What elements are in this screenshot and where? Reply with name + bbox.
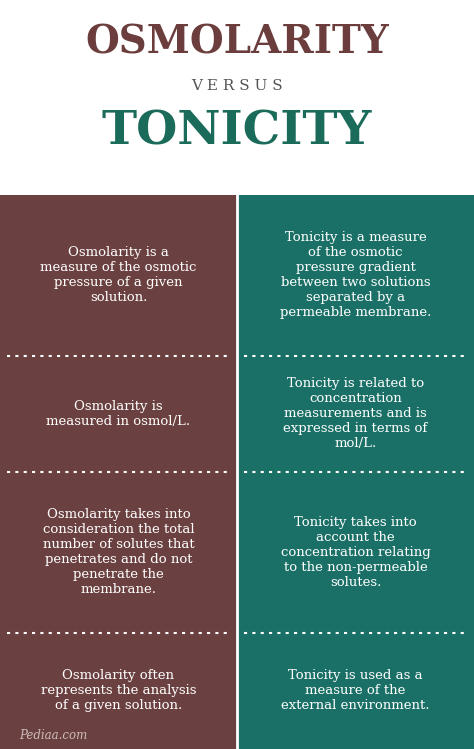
Text: Osmolarity takes into
consideration the total
number of solutes that
penetrates : Osmolarity takes into consideration the … bbox=[43, 509, 194, 596]
Bar bbox=[237, 472, 474, 633]
Bar bbox=[237, 195, 474, 356]
Bar bbox=[0, 356, 237, 472]
Text: OSMOLARITY: OSMOLARITY bbox=[85, 24, 389, 62]
Bar bbox=[0, 633, 237, 749]
Text: Osmolarity is a
measure of the osmotic
pressure of a given
solution.: Osmolarity is a measure of the osmotic p… bbox=[40, 246, 197, 304]
Text: Tonicity takes into
account the
concentration relating
to the non-permeable
solu: Tonicity takes into account the concentr… bbox=[281, 516, 430, 589]
Bar bbox=[0, 195, 237, 356]
Bar bbox=[237, 356, 474, 472]
Bar bbox=[237, 633, 474, 749]
Text: Tonicity is a measure
of the osmotic
pressure gradient
between two solutions
sep: Tonicity is a measure of the osmotic pre… bbox=[280, 231, 431, 319]
Bar bbox=[0, 472, 237, 633]
Text: Tonicity is related to
concentration
measurements and is
expressed in terms of
m: Tonicity is related to concentration mea… bbox=[283, 377, 428, 450]
Text: Osmolarity often
represents the analysis
of a given solution.: Osmolarity often represents the analysis… bbox=[41, 670, 196, 712]
Text: Pediaa.com: Pediaa.com bbox=[19, 729, 87, 742]
Text: Tonicity is used as a
measure of the
external environment.: Tonicity is used as a measure of the ext… bbox=[281, 670, 430, 712]
Text: TONICITY: TONICITY bbox=[102, 109, 372, 154]
Text: Osmolarity is
measured in osmol/L.: Osmolarity is measured in osmol/L. bbox=[46, 400, 191, 428]
Text: V E R S U S: V E R S U S bbox=[191, 79, 283, 93]
